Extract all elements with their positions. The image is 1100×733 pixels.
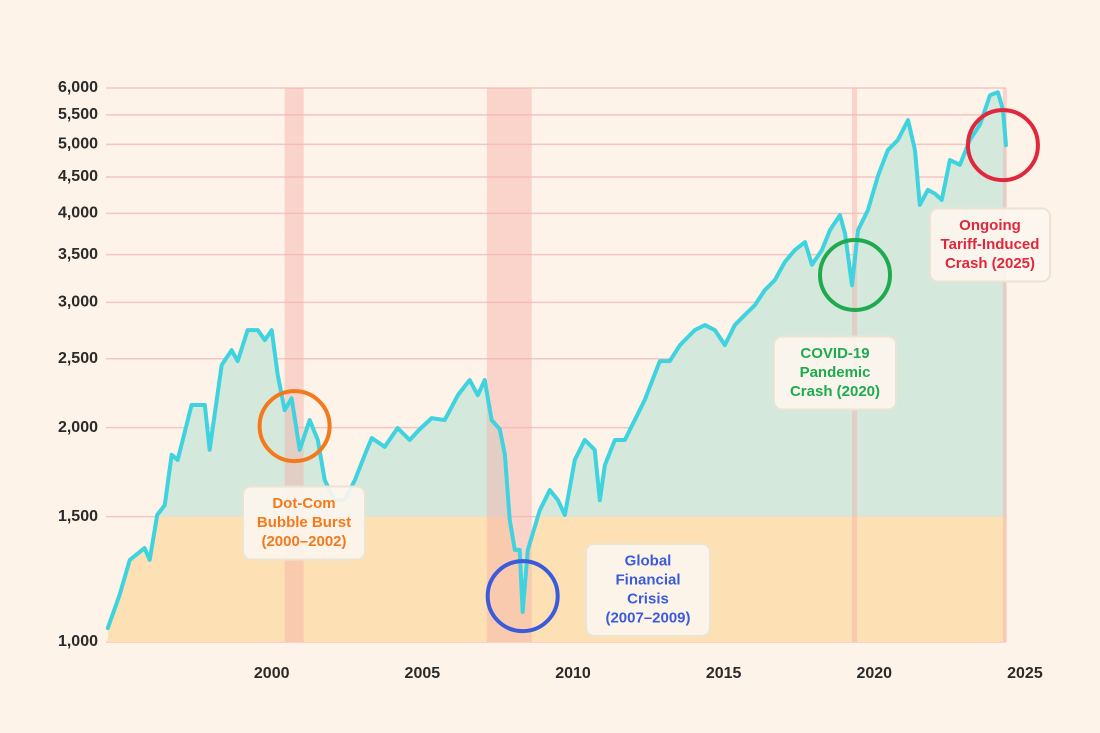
x-tick-label: 2015 [706,665,742,682]
y-tick-label: 4,000 [58,205,98,222]
annotation-box [585,543,711,637]
annotation-text: COVID-19 [800,345,869,362]
annotation-box [929,207,1051,283]
y-tick-label: 5,000 [58,136,98,153]
annotation-box [773,335,897,411]
y-tick-label: 1,500 [58,508,98,525]
x-tick-label: 2025 [1007,665,1043,682]
annotation-text: Tariff-Induced [941,236,1040,253]
annotation-text: (2007–2009) [605,609,690,626]
annotation-text: Crash (2025) [945,255,1035,272]
annotation-circle [965,108,1040,183]
annotation-text: Ongoing [959,217,1021,234]
x-tick-label: 2010 [555,665,591,682]
annotation-text: (2000–2002) [261,533,346,550]
x-tick-label: 2005 [405,665,441,682]
annotation-text: Crisis [627,590,669,607]
annotation-text: Crash (2020) [790,383,880,400]
annotation-circle [257,389,332,464]
y-tick-label: 3,000 [58,294,98,311]
y-tick-label: 2,000 [58,419,98,436]
annotation-circle [485,559,560,634]
x-tick-label: 2000 [254,665,290,682]
area-above-threshold [156,92,1006,517]
x-tick-label: 2020 [856,665,892,682]
y-tick-label: 5,500 [58,106,98,123]
shaded-period [1002,88,1007,642]
annotation-text: Dot-Com [272,495,335,512]
annotation-text: Bubble Burst [257,514,351,531]
y-tick-label: 6,000 [58,79,98,96]
y-tick-label: 1,000 [58,633,98,650]
line [105,90,1008,631]
y-tick-label: 2,500 [58,350,98,367]
shaded-period [486,88,532,642]
annotation-text: Global [625,552,672,569]
y-tick-label: 3,500 [58,246,98,263]
annotation-text: Financial [615,571,680,588]
annotation-circle [818,238,893,313]
y-tick-label: 4,500 [58,168,98,185]
annotation-text: Pandemic [800,364,871,381]
annotation-box [242,485,366,561]
